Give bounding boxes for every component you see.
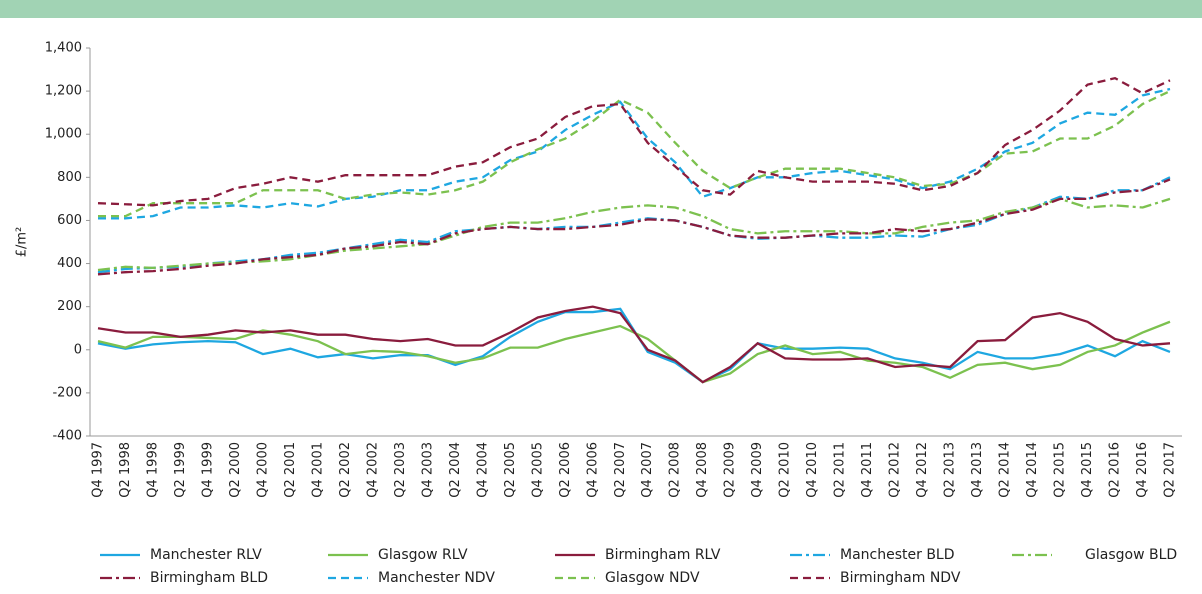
x-tick-label: Q4 2000 — [255, 442, 270, 498]
y-tick-label: 800 — [57, 170, 82, 185]
series-line — [97, 176, 1171, 274]
x-tick-label: Q4 2010 — [805, 442, 820, 498]
legend-label: Birmingham NDV — [840, 570, 961, 586]
x-tick-label: Q4 2005 — [530, 442, 545, 498]
y-tick-label: 1,000 — [45, 127, 82, 142]
y-tick-label: 400 — [57, 256, 82, 271]
legend-label: Glasgow NDV — [605, 570, 700, 586]
legend-label: Manchester RLV — [150, 547, 262, 563]
y-tick-label: 200 — [57, 299, 82, 314]
x-tick-label: Q2 2005 — [503, 442, 518, 498]
x-tick-label: Q4 2003 — [420, 442, 435, 498]
x-tick-label: Q4 2004 — [475, 442, 490, 498]
x-tick-label: Q2 2008 — [668, 442, 683, 498]
x-tick-label: Q2 2004 — [448, 442, 463, 498]
y-tick-label: 0 — [74, 342, 82, 357]
x-tick-label: Q4 2013 — [970, 442, 985, 498]
x-tick-label: Q4 2012 — [915, 442, 930, 498]
x-tick-label: Q4 2011 — [860, 442, 875, 498]
y-tick-label: -200 — [52, 385, 82, 400]
x-tick-label: Q2 2011 — [833, 442, 848, 498]
x-tick-label: Q2 2013 — [943, 442, 958, 498]
x-tick-label: Q2 1999 — [173, 442, 188, 498]
x-tick-label: Q4 2014 — [1025, 442, 1040, 498]
x-tick-label: Q2 2016 — [1108, 442, 1123, 498]
y-axis-title: £/m² — [15, 227, 30, 258]
x-tick-label: Q2 2015 — [1053, 442, 1068, 498]
y-tick-label: -400 — [52, 429, 82, 444]
series-line — [98, 90, 1171, 218]
legend-label: Manchester NDV — [378, 570, 495, 586]
x-tick-label: Q4 2015 — [1080, 442, 1095, 498]
series-line — [97, 178, 1171, 276]
x-tick-label: Q2 2003 — [393, 442, 408, 498]
y-tick-label: 600 — [57, 213, 82, 228]
x-tick-label: Q2 2009 — [723, 442, 738, 498]
x-tick-label: Q2 2012 — [888, 442, 903, 498]
x-tick-label: Q2 2010 — [778, 442, 793, 498]
header-band — [0, 0, 1202, 18]
x-tick-label: Q4 1998 — [145, 442, 160, 498]
x-tick-label: Q4 2008 — [695, 442, 710, 498]
series-line — [98, 87, 1171, 220]
x-tick-label: Q2 2001 — [283, 442, 298, 498]
x-tick-label: Q2 2017 — [1163, 442, 1178, 498]
x-tick-label: Q2 2006 — [558, 442, 573, 498]
legend-label: Glasgow BLD — [1085, 547, 1177, 563]
series-line — [97, 197, 1171, 272]
x-tick-label: Q4 2016 — [1135, 442, 1150, 498]
legend-label: Birmingham RLV — [605, 547, 721, 563]
legend-label: Glasgow RLV — [378, 547, 468, 563]
x-tick-label: Q4 2009 — [750, 442, 765, 498]
x-tick-label: Q2 1998 — [118, 442, 133, 498]
x-tick-label: Q2 2007 — [613, 442, 628, 498]
series-line — [97, 76, 1171, 207]
legend-label: Manchester BLD — [840, 547, 955, 563]
x-tick-label: Q4 2007 — [640, 442, 655, 498]
x-tick-label: Q2 2002 — [338, 442, 353, 498]
series-line — [97, 307, 1171, 384]
x-tick-label: Q4 1999 — [200, 442, 215, 498]
x-tick-label: Q2 2000 — [228, 442, 243, 498]
legend-label: Birmingham BLD — [150, 570, 268, 586]
y-tick-label: 1,200 — [45, 84, 82, 99]
series-line — [97, 305, 1171, 384]
x-tick-label: Q4 2002 — [365, 442, 380, 498]
x-tick-label: Q4 2001 — [310, 442, 325, 498]
y-tick-label: 1,400 — [45, 41, 82, 56]
x-tick-label: Q2 2014 — [998, 442, 1013, 498]
x-tick-label: Q4 1997 — [91, 442, 106, 498]
x-tick-label: Q4 2006 — [585, 442, 600, 498]
